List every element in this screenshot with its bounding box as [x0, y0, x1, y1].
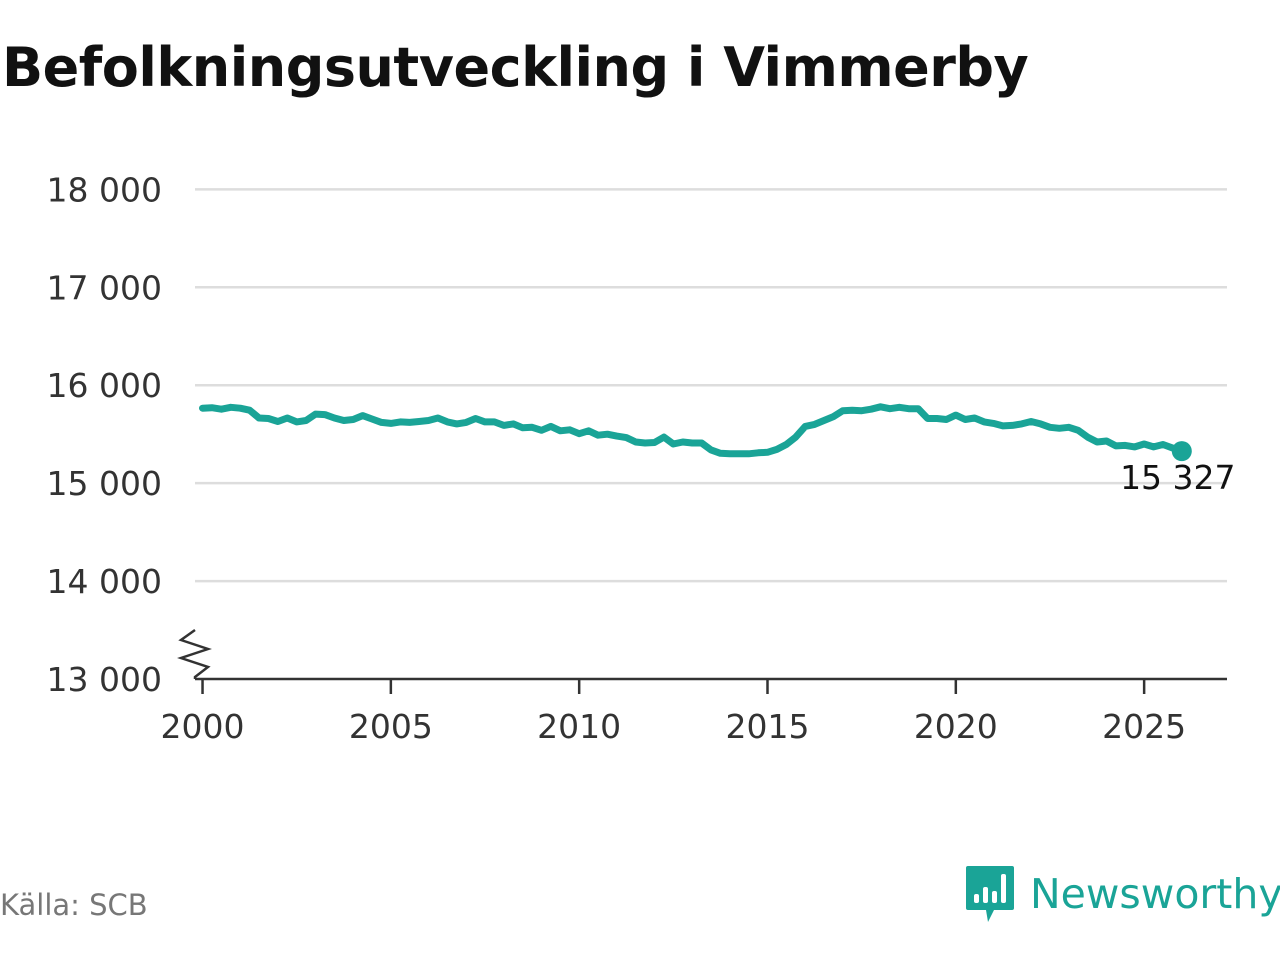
y-tick-label: 18 000	[47, 170, 162, 209]
newsworthy-logo-icon	[966, 866, 1014, 922]
y-tick-label: 16 000	[47, 366, 162, 405]
chart-title: Befolkningsutveckling i Vimmerby	[2, 36, 1029, 99]
x-axis	[177, 628, 1227, 681]
last-point-marker	[1171, 441, 1192, 462]
brand-name: Newsworthy	[1030, 870, 1280, 918]
x-tick-label: 2005	[349, 707, 433, 746]
y-tick-label: 14 000	[47, 562, 162, 601]
axis-break-icon	[177, 628, 212, 679]
y-tick-label: 15 000	[47, 464, 162, 503]
x-tick-label: 2010	[537, 707, 621, 746]
x-tick-label: 2000	[161, 707, 245, 746]
series-layer	[199, 403, 1192, 462]
brand-logo: Newsworthy	[964, 864, 1280, 924]
x-tick-label: 2025	[1102, 707, 1186, 746]
x-tick-label: 2020	[914, 707, 998, 746]
y-tick-label: 13 000	[47, 660, 162, 699]
source-credit: Källa: SCB	[0, 888, 148, 922]
y-axis-ticks: 18 000 17 000 16 000 15 000 14 000 13 000	[47, 170, 162, 699]
y-tick-label: 17 000	[47, 268, 162, 307]
end-value-label: 15 327	[1120, 458, 1235, 497]
grid-lines	[195, 188, 1227, 583]
series-line	[199, 403, 1186, 458]
x-axis-ticks: 2000 2005 2010 2015 2020 2025	[161, 679, 1186, 746]
annotation-layer: 15 327	[1120, 458, 1235, 497]
x-tick-label: 2015	[726, 707, 810, 746]
